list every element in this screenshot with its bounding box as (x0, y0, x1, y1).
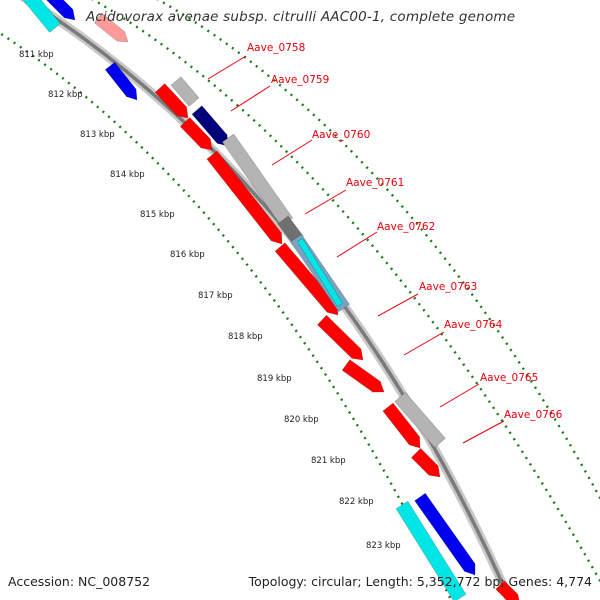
gene-leader-line (304, 189, 347, 215)
track-band (0, 0, 580, 600)
gene-feature-blue (46, 0, 76, 21)
gene-feature-gray (170, 76, 200, 107)
gene-feature-darkgray (277, 215, 304, 245)
kbp-tick-label: 819 kbp (257, 374, 292, 384)
gene-feature-gray (221, 133, 294, 227)
gene-leader-line (336, 231, 378, 258)
kbp-tick-label: 817 kbp (198, 291, 233, 301)
gene-label[interactable]: Aave_0766 (504, 409, 563, 421)
gene-leader-line (462, 420, 505, 444)
gene-feature-cyan (296, 237, 344, 308)
gene-label[interactable]: Aave_0762 (377, 221, 435, 233)
gene-label[interactable]: Aave_0759 (271, 74, 329, 86)
inner-dotted-ring (0, 31, 453, 600)
gene-feature-aave-0762 (317, 314, 364, 361)
gene-leader-line (230, 85, 271, 112)
gene-leader-line (271, 139, 313, 166)
kbp-tick-label: 815 kbp (140, 210, 175, 220)
gene-leader-line (439, 383, 480, 408)
gene-feature-aave-0758 (154, 83, 189, 119)
kbp-tick-label: 814 kbp (110, 170, 145, 180)
accession-text: Accession: NC_008752 (8, 574, 151, 589)
kbp-tick-label: 812 kbp (48, 90, 83, 100)
kbp-tick-label: 813 kbp (80, 130, 115, 140)
kbp-tick-label: 821 kbp (311, 456, 346, 466)
gene-feature-aave-0763 (341, 359, 385, 393)
gene-label[interactable]: Aave_0760 (312, 129, 370, 141)
gene-feature-blue (414, 492, 476, 576)
kbp-tick-label: 823 kbp (366, 541, 401, 551)
gene-leader-line (377, 293, 419, 317)
gene-leader-line (403, 331, 445, 356)
genome-title: Acidovorax avenae subsp. citrulli AAC00-… (86, 9, 516, 25)
gene-label[interactable]: Aave_0764 (444, 319, 503, 331)
gene-label[interactable]: Aave_0763 (419, 281, 477, 293)
gene-label[interactable]: Aave_0758 (247, 42, 305, 54)
gene-label[interactable]: Aave_0761 (346, 177, 404, 189)
kbp-tick-label: 818 kbp (228, 332, 263, 342)
kbp-tick-label: 820 kbp (284, 415, 319, 425)
gene-feature-aave-0759 (179, 117, 213, 151)
gene-feature-faded (93, 12, 129, 43)
gene-leader-line (207, 55, 247, 80)
gene-feature-gray (394, 391, 446, 449)
gene-feature-aave-0764 (382, 402, 421, 449)
kbp-ticks: 811 kbp 812 kbp 813 kbp 814 kbp 815 kbp 816 k… (19, 50, 401, 551)
gene-features (22, 0, 520, 600)
gene-feature-cyan (395, 500, 467, 600)
kbp-tick-label: 822 kbp (339, 497, 374, 507)
genome-summary-text: Topology: circular; Length: 5,352,772 bp… (248, 574, 592, 589)
gene-feature-cyan (22, 0, 61, 33)
kbp-tick-label: 816 kbp (170, 250, 205, 260)
gene-feature-aave-0765 (410, 447, 441, 478)
gene-feature-blue (104, 61, 138, 101)
gene-labels: Aave_0758 Aave_0759 Aave_0760 Aave_0761 Aave… (207, 42, 563, 444)
gene-feature-aave-0760 (206, 150, 283, 245)
kbp-tick-label: 811 kbp (19, 50, 54, 60)
gene-label[interactable]: Aave_0765 (480, 372, 538, 384)
